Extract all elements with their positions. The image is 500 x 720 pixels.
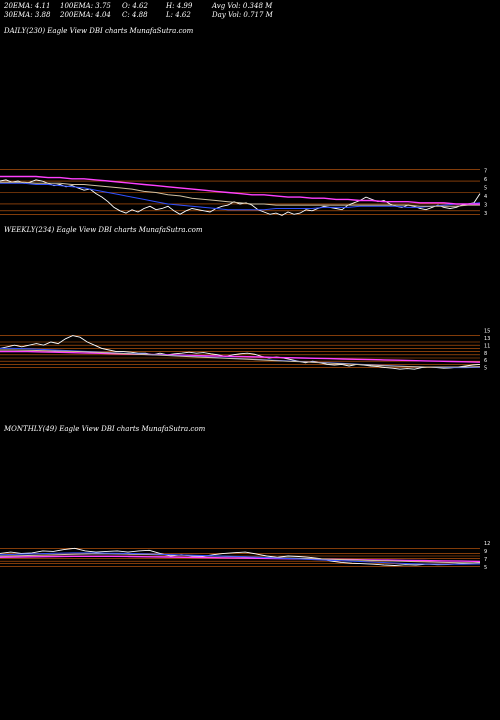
y-tick-label: 5 (484, 186, 487, 192)
monthly-chart-title: MONTHLY(49) Eagle View DBI charts Munafa… (4, 425, 206, 433)
ema20-stat: 20EMA: 4.11 (4, 2, 51, 10)
y-tick-label: 11 (484, 343, 490, 349)
y-tick-label: 12 (484, 541, 490, 547)
y-tick-label: 13 (484, 336, 490, 342)
ema_long-line (0, 175, 480, 205)
weekly-chart-title: WEEKLY(234) Eagle View DBI charts Munafa… (4, 226, 203, 234)
ema30-stat: 30EMA: 3.88 (4, 11, 51, 19)
monthly-chart: 12 9 7 5 (0, 541, 490, 571)
y-tick-label: 8 (484, 351, 487, 357)
price-line (0, 547, 481, 566)
daily-chart-title: DAILY(230) Eagle View DBI charts MunafaS… (4, 27, 194, 35)
y-tick-label: 4 (484, 194, 487, 200)
ema200-stat: 200EMA: 4.04 (60, 11, 111, 19)
low-stat: L: 4.62 (166, 11, 191, 19)
y-tick-label: 3 (484, 202, 487, 208)
ema_mid-line (0, 181, 480, 207)
daily-chart: 7 6 5 4 3 3 (0, 169, 487, 217)
avg-vol-stat: Avg Vol: 0.348 M (212, 2, 273, 10)
y-tick-label: 6 (484, 177, 487, 183)
ema_long-line (0, 555, 481, 563)
ema100-stat: 100EMA: 3.75 (60, 2, 111, 10)
y-tick-label: 5 (484, 565, 487, 571)
price-line (0, 335, 481, 370)
y-tick-label: 7 (484, 169, 487, 175)
open-stat: O: 4.62 (122, 2, 148, 10)
ema_short-line (0, 552, 481, 565)
ema_short-line (0, 182, 481, 211)
y-tick-label: 3 (484, 211, 487, 217)
y-tick-label: 9 (484, 549, 487, 555)
high-stat: H: 4.99 (166, 2, 193, 10)
ema_mid-line (0, 349, 481, 368)
y-tick-label: 7 (484, 557, 487, 563)
day-vol-stat: Day Vol: 0.717 M (212, 11, 273, 19)
y-tick-label: 6 (484, 358, 487, 364)
ema_long-line (0, 350, 481, 363)
y-tick-label: 5 (484, 366, 487, 372)
stats-header: 20EMA: 4.11 100EMA: 3.75 O: 4.62 H: 4.99… (4, 2, 500, 20)
close-stat: C: 4.88 (122, 11, 148, 19)
y-tick-label: 15 (484, 329, 490, 335)
